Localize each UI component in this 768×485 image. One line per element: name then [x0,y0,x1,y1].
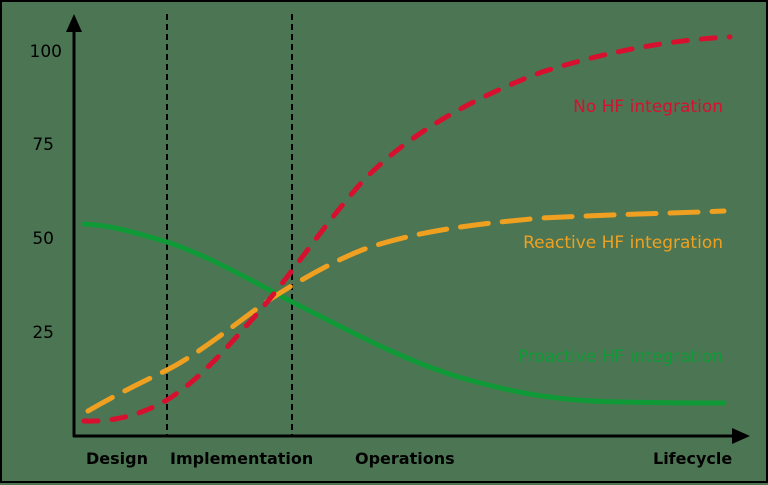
x-label-lifecycle: Lifecycle [653,449,732,468]
y-axis-arrow-icon [66,14,82,32]
label-no-hf-integration: No HF integration [573,97,723,117]
y-tick-100: 100 [30,42,62,62]
y-tick-75: 75 [32,135,54,155]
series-no-hf-line [81,34,733,424]
label-reactive-hf-integration: Reactive HF integration [523,233,723,253]
y-tick-25: 25 [32,323,54,343]
series-reactive-hf-line [85,208,727,414]
x-label-implementation: Implementation [170,449,313,468]
x-label-design: Design [86,449,148,468]
x-axis-arrow-icon [732,428,750,444]
label-proactive-hf-integration: Proactive HF integration [518,347,723,367]
y-tick-50: 50 [32,229,54,249]
series-proactive-hf-line [81,221,727,406]
x-label-operations: Operations [355,449,455,468]
